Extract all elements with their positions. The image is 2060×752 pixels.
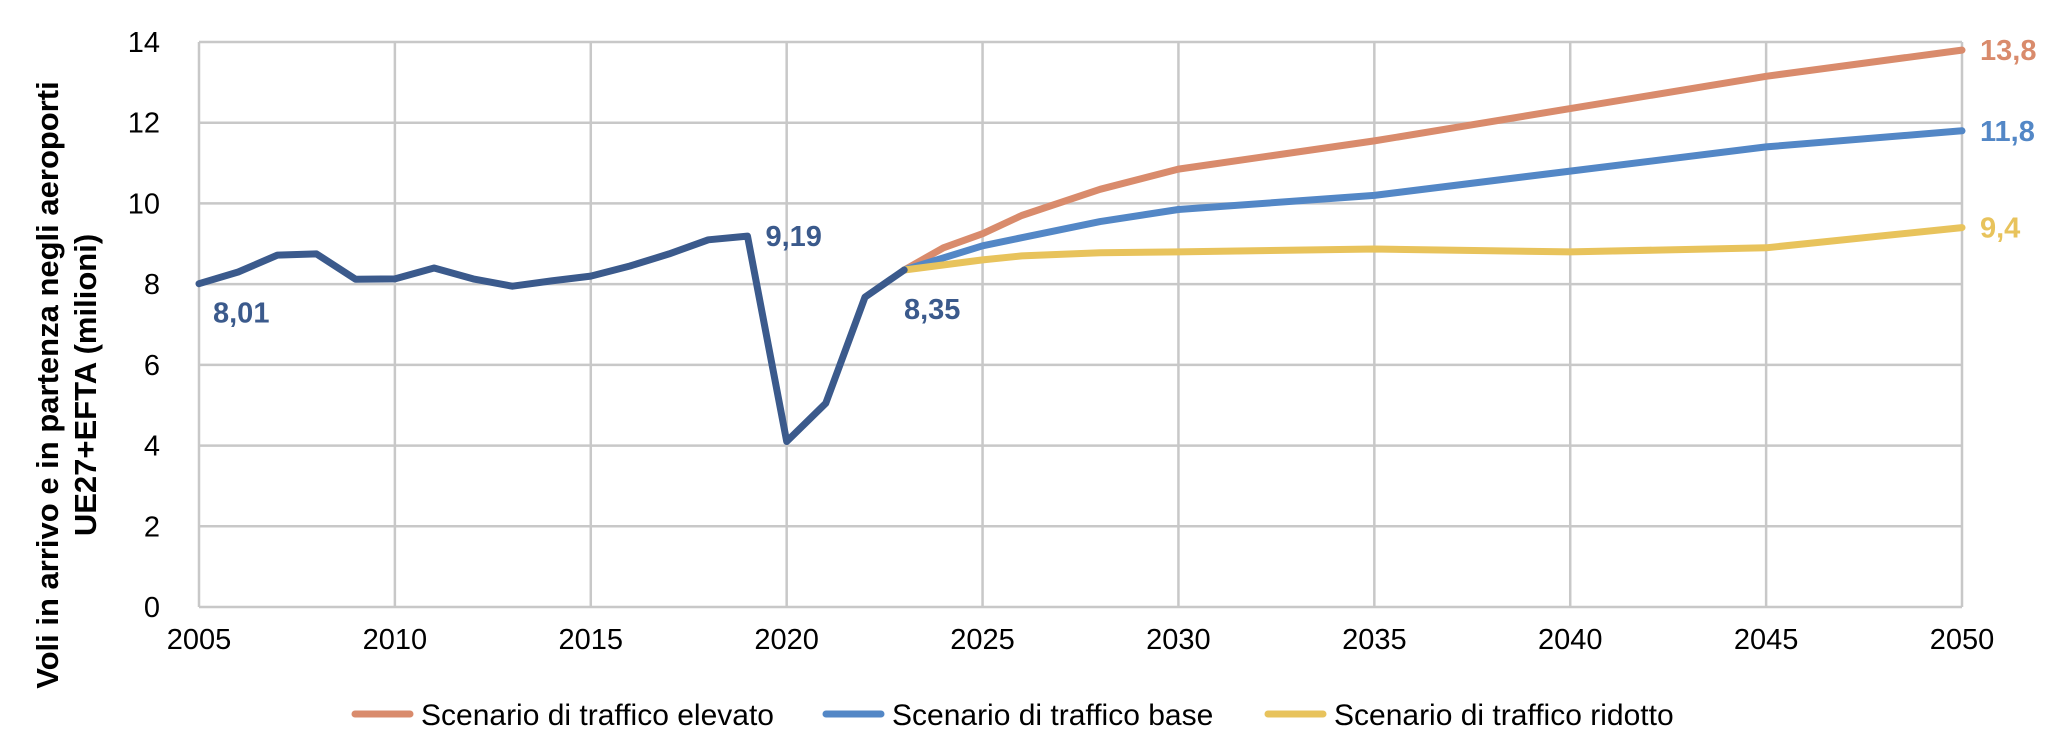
y-tick-label: 0 bbox=[144, 592, 160, 624]
y-tick-label: 10 bbox=[128, 188, 160, 220]
legend-item-scenario-di-traffico-elevato: Scenario di traffico elevato bbox=[351, 699, 774, 732]
data-label-13-8: 13,8 bbox=[1980, 35, 2036, 67]
x-tick-label: 2005 bbox=[167, 624, 232, 656]
series-line-storico bbox=[195, 232, 908, 445]
legend-label: Scenario di traffico ridotto bbox=[1334, 699, 1674, 732]
y-axis-title-line-1: Voli in arrivo e in partenza negli aerop… bbox=[30, 81, 65, 689]
series-line-scenario-di-traffico-base bbox=[900, 127, 1966, 274]
legend-item-scenario-di-traffico-base: Scenario di traffico base bbox=[822, 699, 1213, 732]
y-tick-label: 4 bbox=[144, 431, 160, 463]
x-tick-label: 2045 bbox=[1734, 624, 1799, 656]
x-tick-label: 2015 bbox=[559, 624, 624, 656]
series-lines bbox=[195, 46, 1966, 445]
axis-tick-labels: 0 2 4 6 8 10 12 14 2005 2010 2015 2020 2025 2030 2035 2… bbox=[128, 27, 1995, 656]
series-line-scenario-di-traffico-ridotto bbox=[900, 224, 1966, 274]
x-tick-label: 2030 bbox=[1146, 624, 1211, 656]
x-tick-label: 2025 bbox=[950, 624, 1015, 656]
legend-label: Scenario di traffico elevato bbox=[421, 699, 774, 732]
x-tick-label: 2035 bbox=[1342, 624, 1407, 656]
data-label-9-4: 9,4 bbox=[1980, 213, 2020, 245]
legend-label: Scenario di traffico base bbox=[892, 699, 1213, 732]
y-axis-title-line-2: UE27+EFTA (milioni) bbox=[68, 234, 103, 536]
y-tick-label: 12 bbox=[128, 108, 160, 140]
y-tick-label: 2 bbox=[144, 511, 160, 543]
data-label-9-19: 9,19 bbox=[765, 221, 821, 253]
data-label-8-01: 8,01 bbox=[213, 298, 269, 330]
data-labels: 8,01 9,19 8,35 13,8 11,8 9,4 bbox=[213, 35, 2036, 330]
y-tick-label: 14 bbox=[128, 27, 160, 59]
y-tick-label: 8 bbox=[144, 269, 160, 301]
x-tick-label: 2020 bbox=[754, 624, 819, 656]
series-line-scenario-di-traffico-elevato bbox=[900, 46, 1966, 274]
data-label-8-35: 8,35 bbox=[904, 294, 960, 326]
x-tick-label: 2050 bbox=[1930, 624, 1995, 656]
y-tick-label: 6 bbox=[144, 350, 160, 382]
data-label-11-8: 11,8 bbox=[1980, 116, 2035, 148]
legend: Scenario di traffico elevato Scenario di … bbox=[351, 699, 1674, 732]
grid-lines bbox=[197, 40, 1964, 609]
y-axis-label: Voli in arrivo e in partenza negli aerop… bbox=[30, 81, 103, 689]
x-tick-label: 2010 bbox=[363, 624, 428, 656]
x-tick-label: 2040 bbox=[1538, 624, 1603, 656]
legend-item-scenario-di-traffico-ridotto: Scenario di traffico ridotto bbox=[1264, 699, 1674, 732]
